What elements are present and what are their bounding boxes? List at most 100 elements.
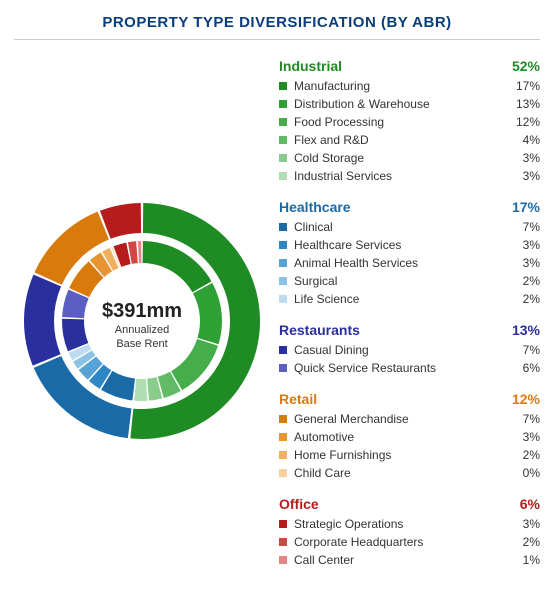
group-pct: 12% — [512, 391, 540, 407]
swatch-icon — [279, 241, 287, 249]
item-pct: 3% — [523, 254, 540, 272]
group-header: Healthcare 17% — [279, 199, 540, 215]
item-pct: 2% — [523, 290, 540, 308]
legend-row: Flex and R&D 4% — [279, 131, 540, 149]
item-label: Flex and R&D — [294, 131, 369, 149]
item-label: General Merchandise — [294, 410, 409, 428]
swatch-icon — [279, 451, 287, 459]
item-label: Casual Dining — [294, 341, 369, 359]
legend-group: Office6%Strategic Operations3%Corporate … — [279, 496, 540, 569]
center-value: $391mm — [101, 300, 181, 322]
group-header: Industrial 52% — [279, 58, 540, 74]
legend-row: Food Processing 12% — [279, 113, 540, 131]
legend-row: Surgical 2% — [279, 272, 540, 290]
item-pct: 2% — [523, 446, 540, 464]
item-pct: 3% — [523, 428, 540, 446]
item-label: Corporate Headquarters — [294, 533, 423, 551]
item-pct: 17% — [516, 77, 540, 95]
swatch-icon — [279, 520, 287, 528]
group-pct: 6% — [520, 496, 540, 512]
swatch-icon — [279, 415, 287, 423]
group-name: Industrial — [279, 58, 342, 74]
item-label: Healthcare Services — [294, 236, 401, 254]
legend-row: Life Science 2% — [279, 290, 540, 308]
swatch-icon — [279, 295, 287, 303]
item-pct: 3% — [523, 167, 540, 185]
swatch-icon — [279, 556, 287, 564]
swatch-icon — [279, 346, 287, 354]
group-name: Healthcare — [279, 199, 351, 215]
group-pct: 17% — [512, 199, 540, 215]
item-pct: 0% — [523, 464, 540, 482]
legend-row: Manufacturing17% — [279, 77, 540, 95]
group-name: Restaurants — [279, 322, 360, 338]
item-label: Home Furnishings — [294, 446, 391, 464]
page-title: PROPERTY TYPE DIVERSIFICATION (BY ABR) — [14, 10, 540, 40]
item-pct: 7% — [523, 218, 540, 236]
swatch-icon — [279, 469, 287, 477]
inner-slice — [137, 241, 141, 263]
item-label: Life Science — [294, 290, 359, 308]
item-label: Animal Health Services — [294, 254, 418, 272]
item-pct: 4% — [523, 131, 540, 149]
item-label: Clinical — [294, 218, 333, 236]
item-pct: 2% — [523, 272, 540, 290]
swatch-icon — [279, 136, 287, 144]
chart-area: $391mmAnnualizedBase Rent — [14, 196, 269, 446]
item-label: Strategic Operations — [294, 515, 403, 533]
container: PROPERTY TYPE DIVERSIFICATION (BY ABR) $… — [0, 0, 554, 603]
center-line2: Base Rent — [116, 338, 167, 350]
item-label: Cold Storage — [294, 149, 364, 167]
legend-row: Automotive3% — [279, 428, 540, 446]
inner-slice — [134, 378, 147, 400]
item-label: Distribution & Warehouse — [294, 95, 430, 113]
legend-row: Casual Dining7% — [279, 341, 540, 359]
item-label: Call Center — [294, 551, 354, 569]
item-label: Surgical — [294, 272, 337, 290]
legend-row: Call Center 1% — [279, 551, 540, 569]
outer-slice — [24, 274, 61, 365]
swatch-icon — [279, 364, 287, 372]
donut-chart: $391mmAnnualizedBase Rent — [17, 196, 267, 446]
swatch-icon — [279, 100, 287, 108]
item-label: Industrial Services — [294, 167, 392, 185]
group-pct: 52% — [512, 58, 540, 74]
legend-row: Corporate Headquarters2% — [279, 533, 540, 551]
group-name: Office — [279, 496, 319, 512]
legend-row: Animal Health Services 3% — [279, 254, 540, 272]
item-pct: 3% — [523, 236, 540, 254]
legend-row: Distribution & Warehouse13% — [279, 95, 540, 113]
legend-row: Home Furnishings 2% — [279, 446, 540, 464]
group-header: Restaurants 13% — [279, 322, 540, 338]
swatch-icon — [279, 82, 287, 90]
legend-group: Retail 12% General Merchandise 7%Automotive… — [279, 391, 540, 482]
legend-row: Strategic Operations 3% — [279, 515, 540, 533]
group-header: Office 6% — [279, 496, 540, 512]
swatch-icon — [279, 154, 287, 162]
swatch-icon — [279, 223, 287, 231]
legend-row: Quick Service Restaurants6% — [279, 359, 540, 377]
group-pct: 13% — [512, 322, 540, 338]
item-pct: 6% — [523, 359, 540, 377]
legend-row: Child Care 0% — [279, 464, 540, 482]
group-header: Retail 12% — [279, 391, 540, 407]
swatch-icon — [279, 538, 287, 546]
legend-row: Clinical 7% — [279, 218, 540, 236]
content-row: $391mmAnnualizedBase Rent Industrial 52% M… — [14, 58, 540, 583]
swatch-icon — [279, 277, 287, 285]
legend-group: Restaurants 13% Casual Dining7%Quick Servi… — [279, 322, 540, 377]
item-label: Food Processing — [294, 113, 384, 131]
swatch-icon — [279, 118, 287, 126]
legend-row: Healthcare Services 3% — [279, 236, 540, 254]
item-pct: 7% — [523, 410, 540, 428]
swatch-icon — [279, 259, 287, 267]
item-pct: 12% — [516, 113, 540, 131]
item-pct: 3% — [523, 515, 540, 533]
item-pct: 1% — [523, 551, 540, 569]
legend-row: General Merchandise 7% — [279, 410, 540, 428]
item-label: Child Care — [294, 464, 351, 482]
inner-slice — [192, 282, 221, 343]
group-name: Retail — [279, 391, 317, 407]
legend-group: Healthcare17%Clinical7%Healthcare Servic… — [279, 199, 540, 308]
swatch-icon — [279, 172, 287, 180]
